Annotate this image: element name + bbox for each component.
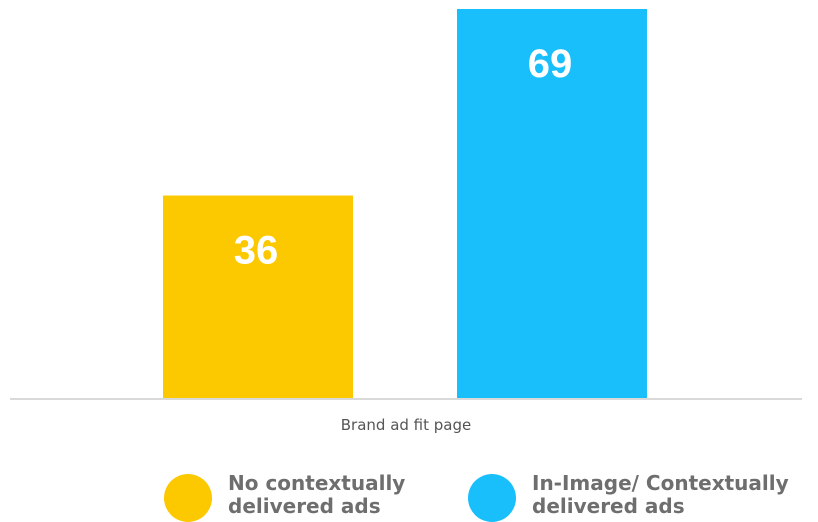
bar-value-label: 36 — [234, 229, 279, 273]
legend-item-no-contextual: No contextually delivered ads — [164, 470, 405, 522]
x-category-label: Brand ad fit page — [341, 416, 472, 434]
legend-label: In-Image/ Contextually delivered ads — [532, 471, 789, 518]
bar-chart: 36 69 Brand ad fit page — [10, 9, 802, 434]
bar — [457, 9, 647, 399]
legend: No contextually delivered ads In-Image/ … — [0, 470, 818, 522]
legend-swatch-blue — [468, 474, 516, 522]
legend-label: No contextually delivered ads — [228, 471, 406, 518]
bar — [163, 195, 353, 399]
bar-value-label: 69 — [528, 42, 573, 86]
legend-item-contextual: In-Image/ Contextually delivered ads — [468, 470, 789, 522]
legend-swatch-yellow — [164, 474, 212, 522]
bars-group: 36 69 — [163, 9, 647, 399]
